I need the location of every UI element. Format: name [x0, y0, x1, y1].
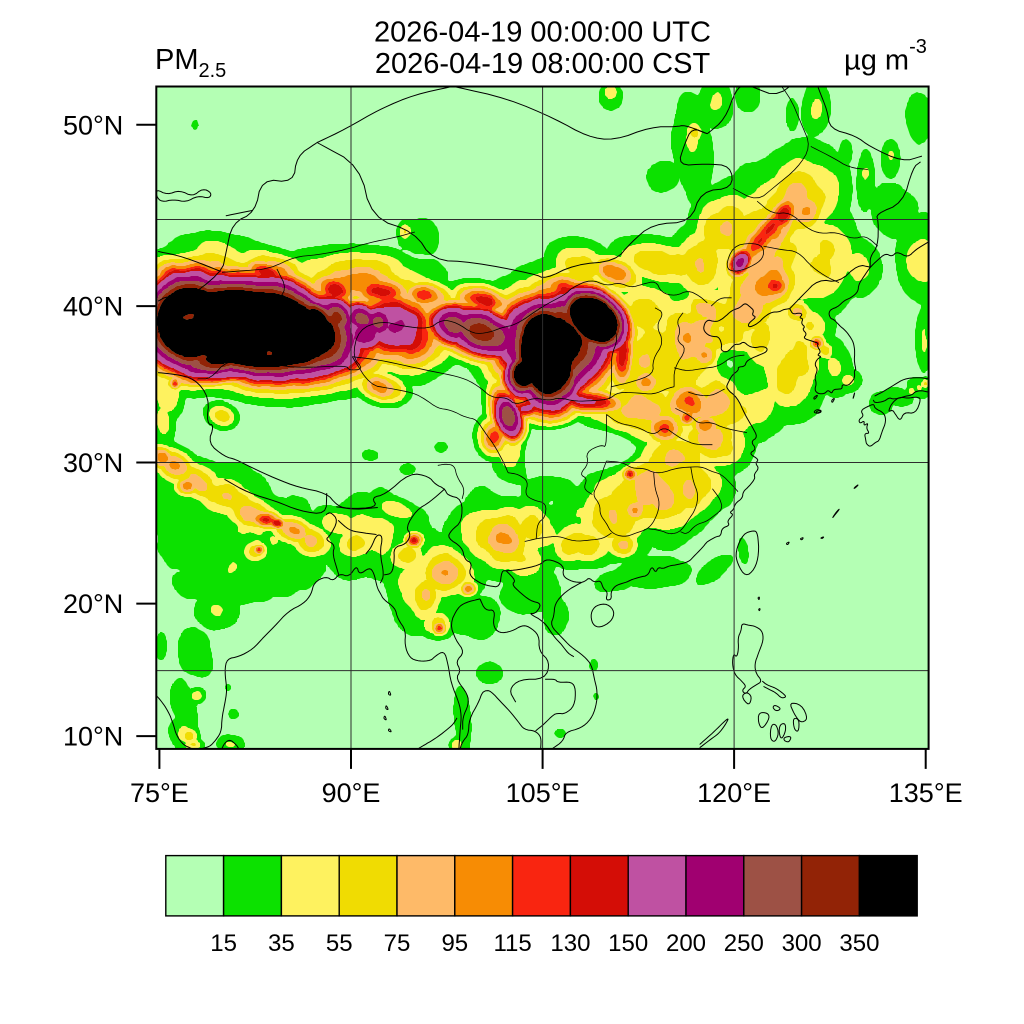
svg-text:75: 75: [384, 930, 411, 957]
svg-text:µg m-3: µg m-3: [844, 36, 927, 77]
svg-text:55: 55: [326, 930, 353, 957]
svg-text:2026-04-19 08:00:00 CST: 2026-04-19 08:00:00 CST: [375, 48, 711, 80]
svg-text:250: 250: [724, 930, 764, 957]
svg-text:135°E: 135°E: [889, 778, 963, 808]
svg-text:20°N: 20°N: [63, 589, 123, 619]
svg-text:130: 130: [550, 930, 590, 957]
svg-text:105°E: 105°E: [506, 778, 580, 808]
svg-text:115: 115: [493, 930, 531, 957]
svg-text:150: 150: [608, 930, 648, 957]
svg-text:95: 95: [441, 930, 468, 957]
svg-text:120°E: 120°E: [697, 778, 771, 808]
svg-text:40°N: 40°N: [63, 292, 123, 322]
svg-text:10°N: 10°N: [63, 722, 123, 752]
svg-text:75°E: 75°E: [130, 778, 189, 808]
svg-text:50°N: 50°N: [63, 110, 123, 140]
svg-text:350: 350: [839, 930, 879, 957]
svg-text:300: 300: [782, 930, 822, 957]
svg-text:200: 200: [666, 930, 706, 957]
svg-text:15: 15: [210, 930, 237, 957]
svg-text:30°N: 30°N: [63, 448, 123, 478]
svg-text:2026-04-19 00:00:00 UTC: 2026-04-19 00:00:00 UTC: [374, 17, 711, 49]
svg-text:PM2.5: PM2.5: [155, 44, 226, 82]
svg-text:35: 35: [268, 930, 295, 957]
svg-text:90°E: 90°E: [322, 778, 381, 808]
